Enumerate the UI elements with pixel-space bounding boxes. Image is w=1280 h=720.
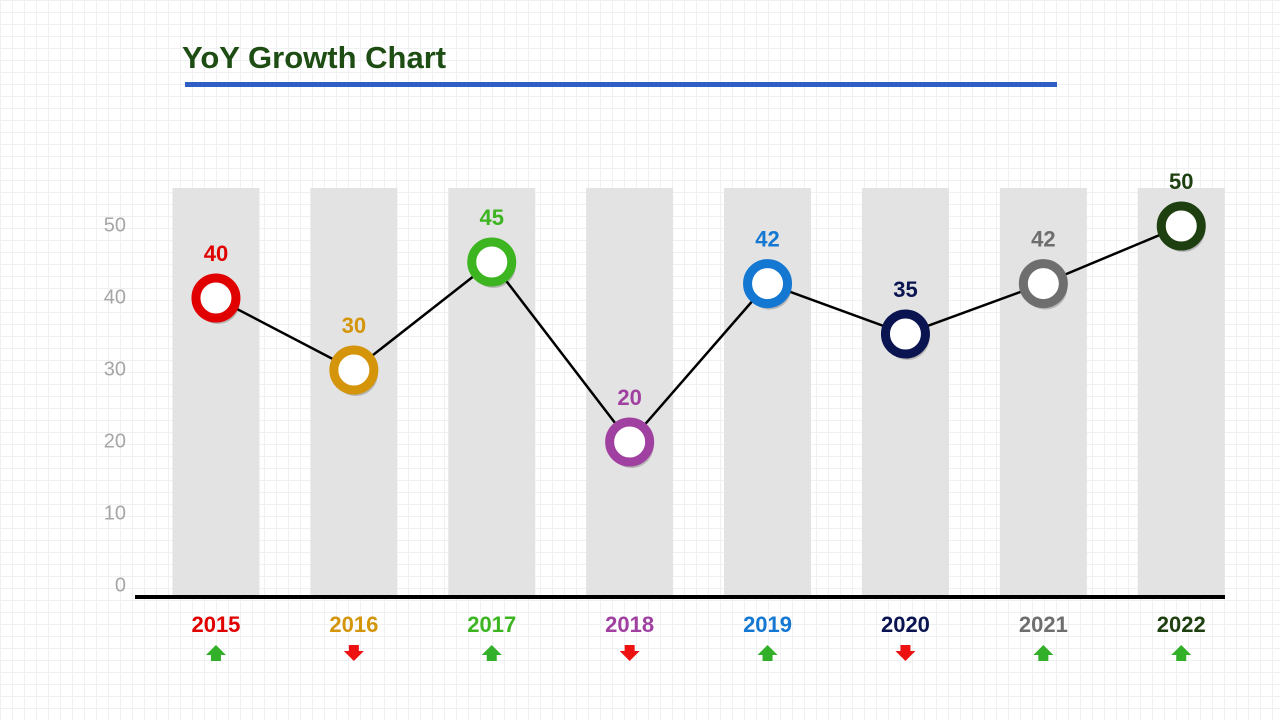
data-label: 42 bbox=[1031, 226, 1055, 251]
column-band bbox=[861, 188, 949, 596]
data-label: 30 bbox=[342, 313, 366, 338]
point-marker bbox=[1156, 201, 1206, 251]
trend-down-arrow bbox=[895, 645, 916, 661]
y-tick-label: 50 bbox=[104, 214, 126, 236]
point-marker bbox=[467, 237, 517, 287]
point-marker bbox=[743, 259, 793, 309]
x-tick-label: 2017 bbox=[467, 612, 516, 637]
data-label: 35 bbox=[893, 277, 917, 302]
trend-down-arrow bbox=[343, 645, 364, 661]
point-marker bbox=[191, 273, 241, 323]
x-tick-label: 2022 bbox=[1157, 612, 1206, 637]
y-tick-label: 0 bbox=[115, 574, 126, 596]
chart-title: YoY Growth Chart bbox=[182, 40, 446, 75]
trend-up-arrow bbox=[205, 645, 226, 661]
title-underline bbox=[185, 82, 1057, 87]
x-tick-label: 2019 bbox=[743, 612, 792, 637]
point-marker bbox=[880, 309, 930, 359]
data-label: 40 bbox=[204, 241, 228, 266]
column-band bbox=[586, 188, 674, 596]
x-tick-label: 2020 bbox=[881, 612, 930, 637]
column-band bbox=[999, 188, 1087, 596]
data-label: 45 bbox=[480, 205, 504, 230]
y-tick-label: 10 bbox=[104, 502, 126, 524]
column-band bbox=[172, 188, 260, 596]
x-tick-label: 2015 bbox=[191, 612, 240, 637]
trend-up-arrow bbox=[757, 645, 778, 661]
trend-up-arrow bbox=[1033, 645, 1054, 661]
x-tick-label: 2016 bbox=[329, 612, 378, 637]
point-marker bbox=[329, 345, 379, 395]
y-tick-label: 20 bbox=[104, 430, 126, 452]
data-label: 20 bbox=[617, 385, 641, 410]
y-tick-label: 30 bbox=[104, 358, 126, 380]
column-band bbox=[1137, 188, 1225, 596]
trend-down-arrow bbox=[619, 645, 640, 661]
trend-up-arrow bbox=[481, 645, 502, 661]
column-band bbox=[724, 188, 812, 596]
data-label: 42 bbox=[755, 226, 779, 251]
x-tick-label: 2018 bbox=[605, 612, 654, 637]
x-tick-label: 2021 bbox=[1019, 612, 1068, 637]
point-marker bbox=[1018, 259, 1068, 309]
trend-up-arrow bbox=[1171, 645, 1192, 661]
point-marker bbox=[605, 417, 655, 467]
y-tick-label: 40 bbox=[104, 286, 126, 308]
data-label: 50 bbox=[1169, 169, 1193, 194]
